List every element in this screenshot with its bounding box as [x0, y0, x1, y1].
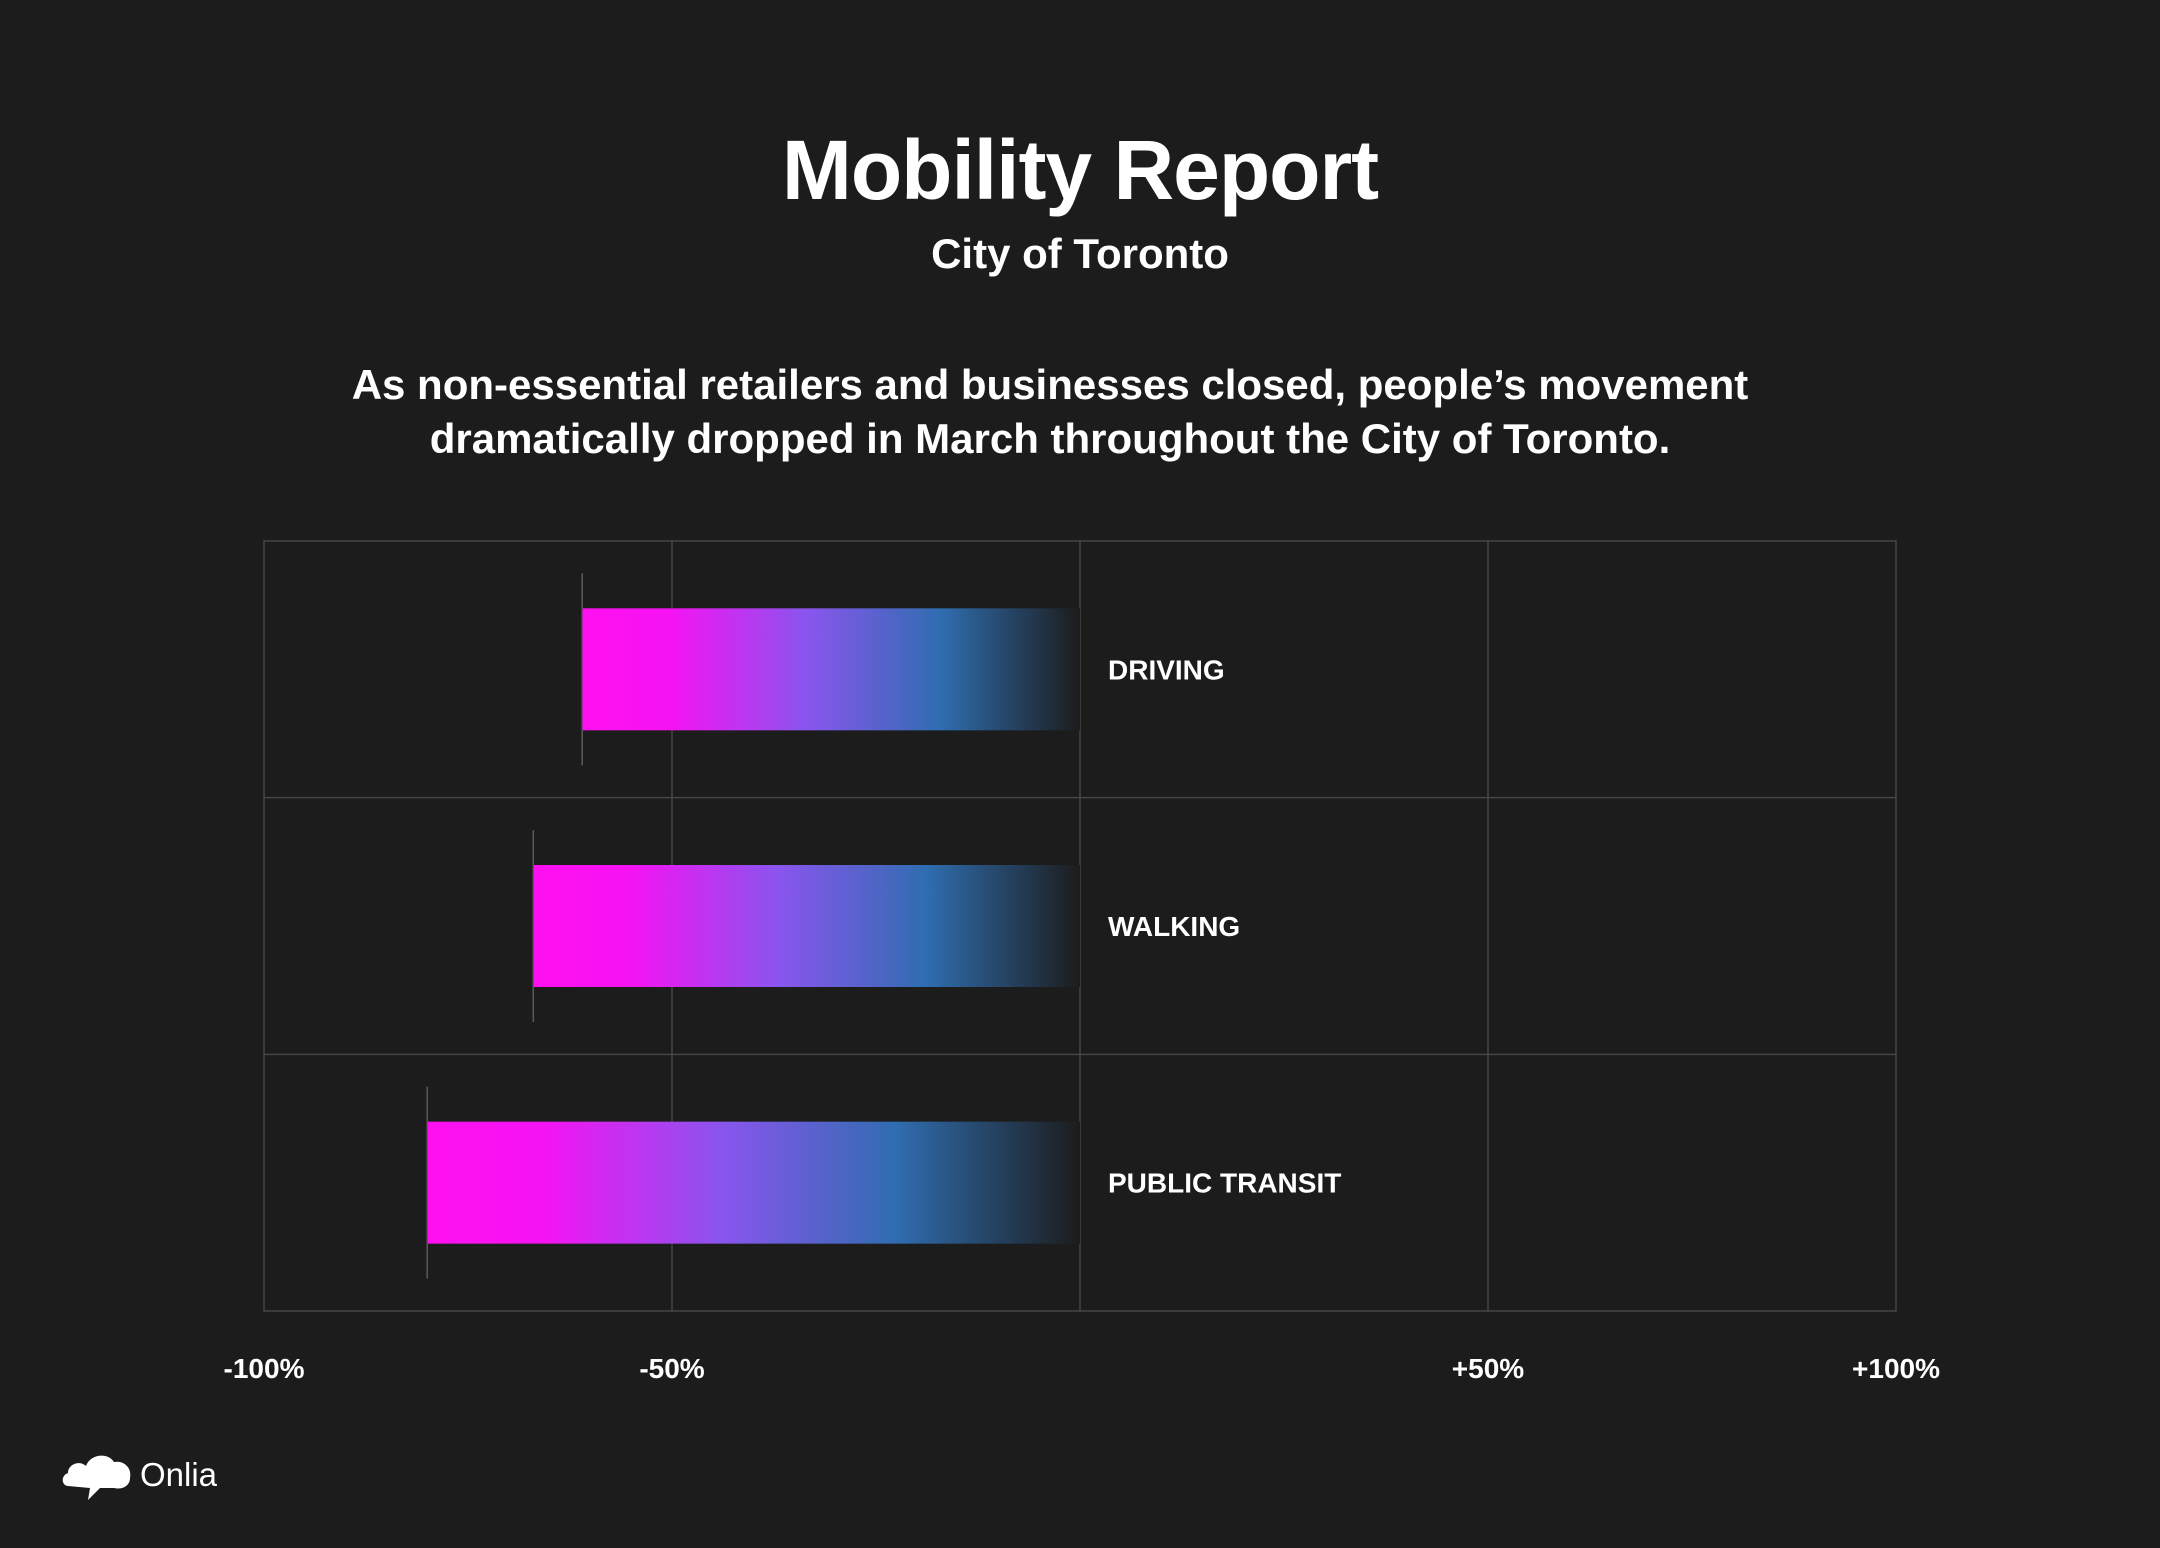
- bar-walking: [533, 865, 1080, 987]
- chart-title: Mobility Report: [781, 123, 1379, 217]
- category-labels: DRIVING WALKING PUBLIC TRANSIT: [1108, 654, 1341, 1198]
- chart-bars: [426, 573, 1080, 1279]
- x-tick-label: -50%: [639, 1353, 704, 1384]
- onlia-logo-icon: [62, 1455, 131, 1500]
- bar-driving: [582, 608, 1080, 731]
- category-label: DRIVING: [1108, 654, 1225, 685]
- x-tick-label: -100%: [224, 1353, 305, 1384]
- chart-subtitle: City of Toronto: [931, 230, 1229, 277]
- category-label: PUBLIC TRANSIT: [1108, 1168, 1341, 1199]
- chart-description: As non-essential retailers and businesse…: [351, 361, 1749, 462]
- brand-name: Onlia: [140, 1456, 218, 1493]
- category-label: WALKING: [1108, 911, 1240, 942]
- x-axis-ticks: -100% -50% +50% +100%: [224, 1353, 1941, 1384]
- bar-public-transit: [427, 1121, 1080, 1244]
- x-tick-label: +100%: [1852, 1353, 1940, 1384]
- x-tick-label: +50%: [1452, 1353, 1524, 1384]
